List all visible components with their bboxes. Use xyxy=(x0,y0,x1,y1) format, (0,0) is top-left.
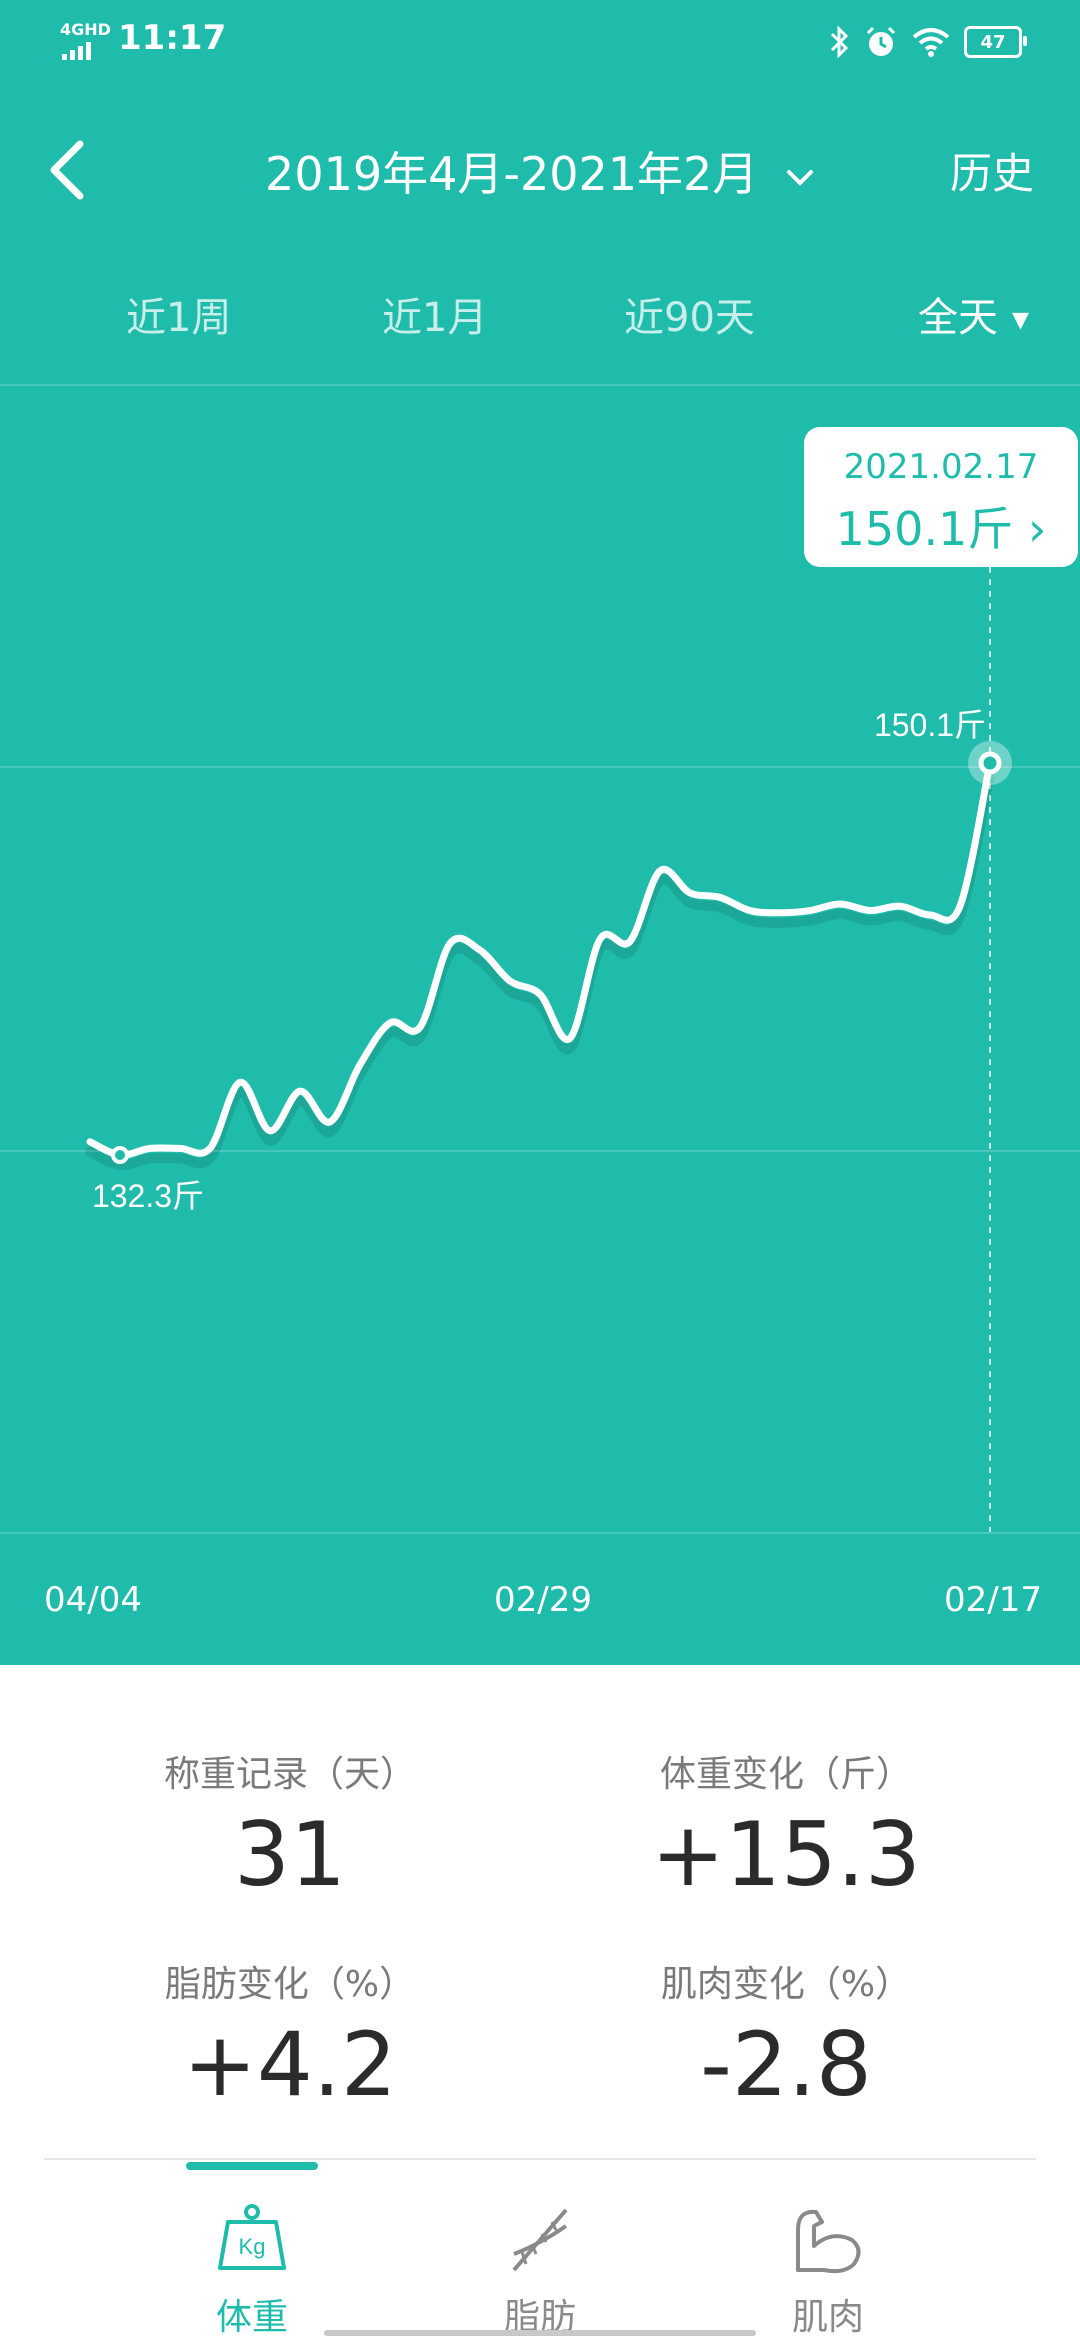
dropdown-triangle-icon: ▼ xyxy=(1012,307,1029,333)
nav-divider xyxy=(44,2158,1036,2160)
tab-all-day-label: 全天 xyxy=(918,295,998,341)
battery-level: 47 xyxy=(980,31,1006,53)
tab-week[interactable]: 近1周 xyxy=(126,295,232,341)
date-range-selector[interactable]: 2019年4月-2021年2月 xyxy=(0,138,1080,204)
stat-records-value: 31 xyxy=(234,1803,346,1906)
grid-line xyxy=(0,766,1080,768)
x-tick-label: 02/17 xyxy=(944,1580,1042,1620)
signal-icon xyxy=(62,42,91,60)
date-range-label: 2019年4月-2021年2月 xyxy=(265,147,759,201)
muscle-arm-icon xyxy=(796,2209,861,2274)
header: 2019年4月-2021年2月 历史 xyxy=(0,120,1080,220)
stat-muscle-change: 肌肉变化（%） -2.8 xyxy=(536,1955,1036,2116)
history-button[interactable]: 历史 xyxy=(949,149,1034,198)
stat-records: 称重记录（天） 31 xyxy=(40,1745,540,1906)
bottom-nav: Kg 体重 脂肪 肌肉 xyxy=(0,2160,1080,2340)
grid-line xyxy=(0,1150,1080,1152)
min-point-marker xyxy=(111,1146,129,1164)
scale-icon-text: Kg xyxy=(239,2234,266,2259)
nav-weight-label: 体重 xyxy=(215,2297,288,2338)
dna-icon xyxy=(512,2208,568,2272)
tooltip-value: 150.1斤 › xyxy=(835,502,1047,556)
stat-records-label: 称重记录（天） xyxy=(163,1754,416,1795)
battery-indicator: 47 xyxy=(964,26,1027,58)
nav-muscle[interactable]: 肌肉 xyxy=(728,2200,928,2340)
tab-all-day[interactable]: 全天 ▼ xyxy=(918,285,1029,343)
stats-panel: 称重记录（天） 31 体重变化（斤） +15.3 脂肪变化（%） +4.2 肌肉… xyxy=(0,1665,1080,2165)
home-indicator xyxy=(324,2330,756,2336)
nav-muscle-label: 肌肉 xyxy=(791,2297,864,2338)
clock: 11:17 xyxy=(118,18,227,58)
status-bar: 4GHD 11:17 47 xyxy=(0,0,1080,84)
weight-line-chart[interactable]: 132.3斤 150.1斤 xyxy=(0,0,1080,1665)
period-tabs: 近1周 近1月 近90天 全天 ▼ xyxy=(0,285,1080,355)
x-tick-label: 02/29 xyxy=(494,1580,592,1620)
stat-fat-value: +4.2 xyxy=(183,2013,397,2116)
status-icons: 47 xyxy=(828,22,1027,62)
tab-90-days[interactable]: 近90天 xyxy=(624,295,755,341)
stat-muscle-label: 肌肉变化（%） xyxy=(660,1964,912,2005)
stat-weight-label: 体重变化（斤） xyxy=(659,1754,912,1795)
tooltip-date: 2021.02.17 xyxy=(843,447,1039,487)
top-panel: 4GHD 11:17 47 xyxy=(0,0,1080,1665)
back-arrow-icon[interactable] xyxy=(40,134,100,206)
max-value-label: 150.1斤 xyxy=(874,707,986,743)
stat-fat-label: 脂肪变化（%） xyxy=(164,1964,416,2005)
chevron-down-icon xyxy=(786,169,813,186)
selected-point-tooltip[interactable]: 2021.02.17 150.1斤 › xyxy=(804,427,1078,567)
x-tick-label: 04/04 xyxy=(44,1580,142,1620)
wifi-icon xyxy=(912,28,950,57)
bluetooth-icon xyxy=(830,25,849,59)
tab-month[interactable]: 近1月 xyxy=(382,295,488,341)
selected-point-marker[interactable] xyxy=(978,751,1002,775)
min-value-label: 132.3斤 xyxy=(92,1178,204,1214)
stat-weight-value: +15.3 xyxy=(651,1803,921,1906)
grid-line xyxy=(0,384,1080,386)
active-tab-indicator xyxy=(186,2162,318,2170)
grid-line xyxy=(0,1532,1080,1534)
stat-fat-change: 脂肪变化（%） +4.2 xyxy=(40,1955,540,2116)
scale-weight-icon: Kg xyxy=(218,2204,286,2270)
stat-muscle-value: -2.8 xyxy=(700,2013,872,2116)
stat-weight-change: 体重变化（斤） +15.3 xyxy=(536,1745,1036,1906)
weight-series-shadow xyxy=(85,768,995,1171)
alarm-icon xyxy=(866,26,896,56)
weight-series-line xyxy=(86,759,994,1159)
network-type: 4GHD xyxy=(60,20,111,39)
nav-fat[interactable]: 脂肪 xyxy=(440,2200,640,2340)
nav-weight[interactable]: Kg 体重 xyxy=(152,2200,352,2340)
